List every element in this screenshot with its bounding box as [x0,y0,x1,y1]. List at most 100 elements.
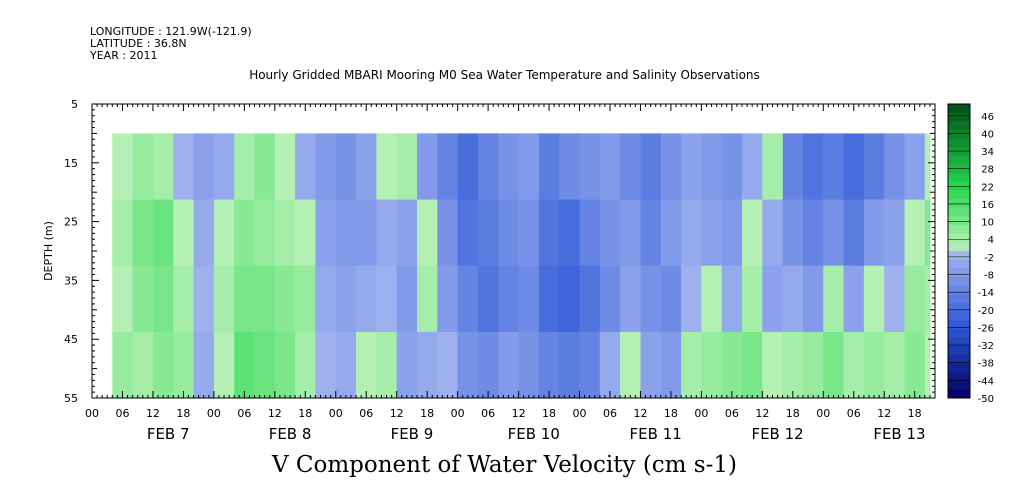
heatmap-cell [417,133,438,201]
colorbar-segment [948,311,970,321]
colorbar-segment [948,337,970,347]
colorbar-segment [948,121,970,131]
heatmap-cell [762,331,784,399]
heatmap-cell [538,199,560,267]
colorbar-segment [948,155,970,165]
heatmap-cell [356,265,377,333]
heatmap-cells [112,133,931,399]
heatmap-cell [376,265,398,333]
colorbar-label: 40 [981,129,994,140]
heatmap-cell [295,199,316,267]
heatmap-cell [356,133,377,201]
colorbar-segment [948,302,970,312]
heatmap-cell [579,331,601,399]
heatmap-cell [620,331,641,399]
heatmap-cell [721,265,743,333]
heatmap-cell [904,199,926,267]
y-tick-label: 55 [64,392,78,405]
colorbar-segment [948,380,970,390]
heatmap-cell [742,265,763,333]
colorbar-segment [948,268,970,278]
heatmap-cell [884,133,906,201]
x-hour-tick-label: 12 [755,407,769,420]
chart-title: Hourly Gridded MBARI Mooring M0 Sea Wate… [249,68,760,82]
heatmap-cell [599,265,621,333]
colorbar-label: -8 [984,271,994,282]
heatmap-cell [437,265,459,333]
colorbar-segment [948,328,970,338]
heatmap-cell [396,265,418,333]
heatmap-cell [417,331,438,399]
heatmap-cell [742,199,763,267]
heatmap-cell [457,265,479,333]
colorbar-segment [948,112,970,122]
heatmap-cell [132,265,154,333]
x-hour-tick-label: 00 [329,407,343,420]
heatmap-cell [376,331,398,399]
heatmap-cell [498,265,520,333]
heatmap-cell [498,133,520,201]
x-date-label: FEB 13 [873,425,925,443]
heatmap-cell [884,199,906,267]
heatmap-cell [132,199,154,267]
colorbar-segment [948,138,970,148]
x-hour-tick-label: 06 [603,407,617,420]
heatmap-cell [863,133,885,201]
heatmap-cell [721,199,743,267]
heatmap-cell [437,199,459,267]
heatmap-cell [193,133,215,201]
x-date-label: FEB 9 [391,425,434,443]
heatmap-cell [213,133,235,201]
heatmap-cell [701,265,723,333]
heatmap-cell [823,331,845,399]
x-date-label: FEB 7 [147,425,190,443]
heatmap-cell [295,133,316,201]
heatmap-cell [843,265,865,333]
colorbar-segment [948,225,970,235]
heatmap-cell [315,199,337,267]
x-axis-label: V Component of Water Velocity (cm s-1) [272,452,737,478]
x-date-label: FEB 10 [508,425,560,443]
heatmap-cell [518,331,540,399]
colorbar-segment [948,320,970,330]
heatmap-cell [660,265,682,333]
heatmap-cell [904,133,926,201]
heatmap-cell [762,133,784,201]
colorbar-label: 4 [988,235,994,246]
heatmap-cell [782,133,804,201]
heatmap-cell [559,133,581,201]
heatmap-cell [782,331,804,399]
colorbar-segment [948,363,970,373]
x-hour-tick-label: 12 [146,407,160,420]
heatmap-cell [681,331,702,399]
heatmap-cell [803,331,824,399]
colorbar-label: -32 [978,341,994,352]
colorbar-label: 10 [981,218,994,229]
heatmap-cell [823,199,845,267]
heatmap-cell [620,265,641,333]
heatmap-cell [823,133,845,201]
heatmap-cell [417,199,438,267]
heatmap-cell [742,133,763,201]
heatmap-cell [152,133,174,201]
heatmap-cell [437,331,459,399]
heatmap-cell [478,265,499,333]
heatmap-cell [518,265,540,333]
heatmap-cell [335,199,357,267]
colorbar-segment [948,276,970,286]
latitude-label: LATITUDE : 36.8N [90,37,187,50]
heatmap-cell [112,331,134,399]
heatmap-cell [335,133,357,201]
heatmap-cell [417,265,438,333]
heatmap-cell [538,265,560,333]
colorbar: 46 40 34 28 22 16 10 4 -2 -8 -14 -20 -26 -32 -38 -44 -50 [947,103,994,405]
heatmap-cell [152,331,174,399]
heatmap-cell [396,133,418,201]
heatmap-cell [518,133,540,201]
heatmap-cell [782,199,804,267]
heatmap-cell [173,133,195,201]
heatmap-cell [660,331,682,399]
heatmap-cell [112,199,134,267]
heatmap-cell [295,265,316,333]
colorbar-segment [948,207,970,217]
